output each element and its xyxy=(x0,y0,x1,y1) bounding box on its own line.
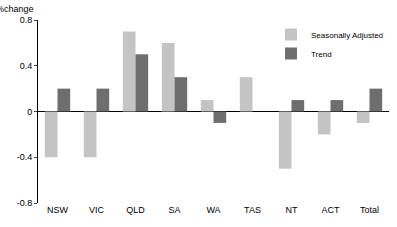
svg-text:Trend: Trend xyxy=(311,50,332,59)
svg-text:ACT: ACT xyxy=(322,205,341,215)
svg-text:VIC: VIC xyxy=(89,205,105,215)
svg-text:-0.8: -0.8 xyxy=(17,198,33,208)
svg-text:Seasonally Adjusted: Seasonally Adjusted xyxy=(311,31,383,40)
svg-text:SA: SA xyxy=(168,205,180,215)
svg-text:NSW: NSW xyxy=(47,205,69,215)
svg-text:-0.4: -0.4 xyxy=(17,152,33,162)
svg-text:TAS: TAS xyxy=(244,205,261,215)
svg-text:0: 0 xyxy=(27,107,32,117)
svg-text:QLD: QLD xyxy=(126,205,145,215)
svg-text:Total: Total xyxy=(360,205,379,215)
svg-text:0.4: 0.4 xyxy=(20,61,33,71)
svg-text:%change: %change xyxy=(0,4,34,14)
svg-text:NT: NT xyxy=(286,205,298,215)
svg-text:WA: WA xyxy=(206,205,220,215)
svg-text:0.8: 0.8 xyxy=(20,15,33,25)
